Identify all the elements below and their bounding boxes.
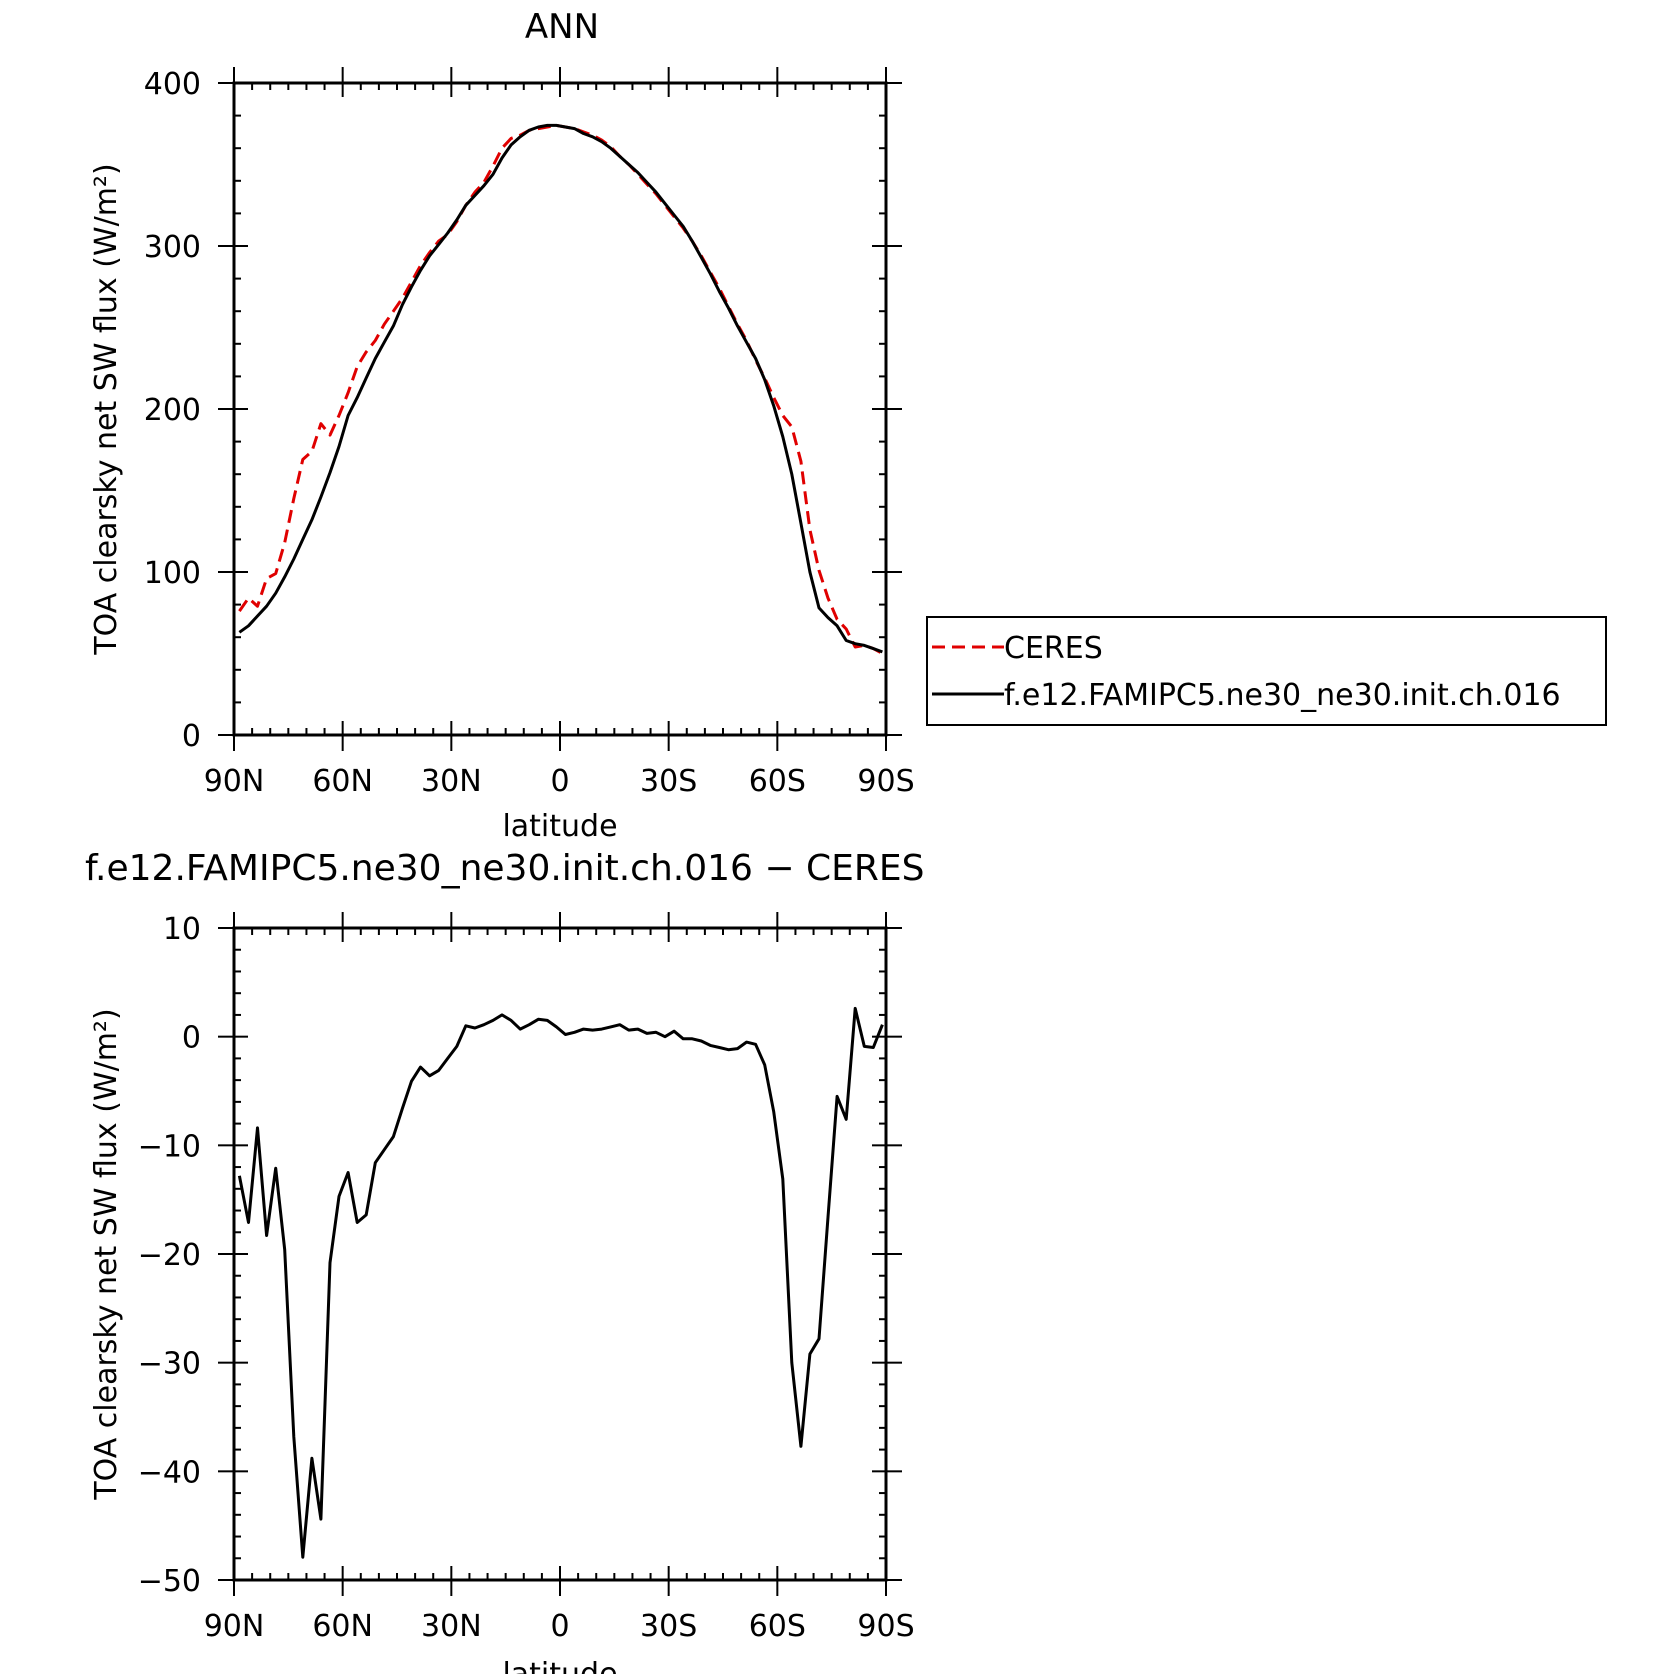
chart-title: f.e12.FAMIPC5.ne30_ne30.init.ch.016 − CE… xyxy=(85,848,924,889)
x-tick-label: 30S xyxy=(640,764,697,799)
bottom-line-chart: f.e12.FAMIPC5.ne30_ne30.init.ch.016 − CE… xyxy=(85,848,924,1674)
x-tick-label: 30N xyxy=(421,1609,482,1644)
y-tick-label: 0 xyxy=(182,1021,201,1056)
legend-label-ceres: CERES xyxy=(1004,631,1103,666)
bottom-plot-frame xyxy=(232,926,888,1582)
legend-label-model: f.e12.FAMIPC5.ne30_ne30.init.ch.016 xyxy=(1004,678,1561,713)
y-tick-label: 300 xyxy=(144,230,201,265)
top-plot-frame xyxy=(232,81,888,737)
x-axis-label: latitude xyxy=(502,1657,617,1674)
x-tick-label: 90N xyxy=(204,764,265,799)
x-tick-label: 60S xyxy=(749,1609,806,1644)
y-tick-label: −30 xyxy=(138,1347,201,1382)
x-tick-label: 90N xyxy=(204,1609,265,1644)
x-tick-label: 90S xyxy=(857,764,914,799)
x-tick-label: 30S xyxy=(640,1609,697,1644)
top-line-chart: ANN 90N 60N 30N 0 30S 60S 90S 0 100 200 300 400 lat… xyxy=(89,7,915,844)
y-tick-label: −10 xyxy=(138,1129,201,1164)
x-tick-label: 60S xyxy=(749,764,806,799)
y-tick-label: 10 xyxy=(163,912,201,947)
y-tick-label: −50 xyxy=(138,1564,201,1599)
series-line-ceres xyxy=(238,123,884,655)
bottom-series-lines xyxy=(237,1006,884,1559)
y-axis-label: TOA clearsky net SW flux (W/m²) xyxy=(89,163,124,655)
x-tick-label: 60N xyxy=(312,764,373,799)
x-tick-label: 30N xyxy=(421,764,482,799)
y-tick-label: 200 xyxy=(144,393,201,428)
chart-title: ANN xyxy=(525,7,599,47)
series-line-difference xyxy=(237,1006,884,1559)
y-tick-label: −20 xyxy=(138,1238,201,1273)
y-tick-label: 400 xyxy=(144,67,201,102)
x-axis-label: latitude xyxy=(502,809,617,844)
y-axis-label: TOA clearsky net SW flux (W/m²) xyxy=(89,1008,124,1500)
x-tick-label: 90S xyxy=(857,1609,914,1644)
bottom-tick-labels: 90N 60N 30N 0 30S 60S 90S −50 −40 −30 −20 −10 0 10 xyxy=(138,912,915,1644)
y-tick-label: 100 xyxy=(144,556,201,591)
x-tick-label: 0 xyxy=(550,764,569,799)
top-tick-labels: 90N 60N 30N 0 30S 60S 90S 0 100 200 300 400 xyxy=(144,67,915,799)
x-tick-label: 60N xyxy=(312,1609,373,1644)
y-tick-label: −40 xyxy=(138,1455,201,1490)
top-series-lines xyxy=(238,123,884,655)
x-tick-label: 0 xyxy=(550,1609,569,1644)
legend-box xyxy=(926,616,1607,726)
series-line-f-e12-famipc5-ne30-ne30-init-ch-016 xyxy=(238,123,883,654)
top-axis-ticks xyxy=(218,67,902,751)
y-tick-label: 0 xyxy=(182,719,201,754)
legend: CERES f.e12.FAMIPC5.ne30_ne30.init.ch.01… xyxy=(926,616,1607,726)
